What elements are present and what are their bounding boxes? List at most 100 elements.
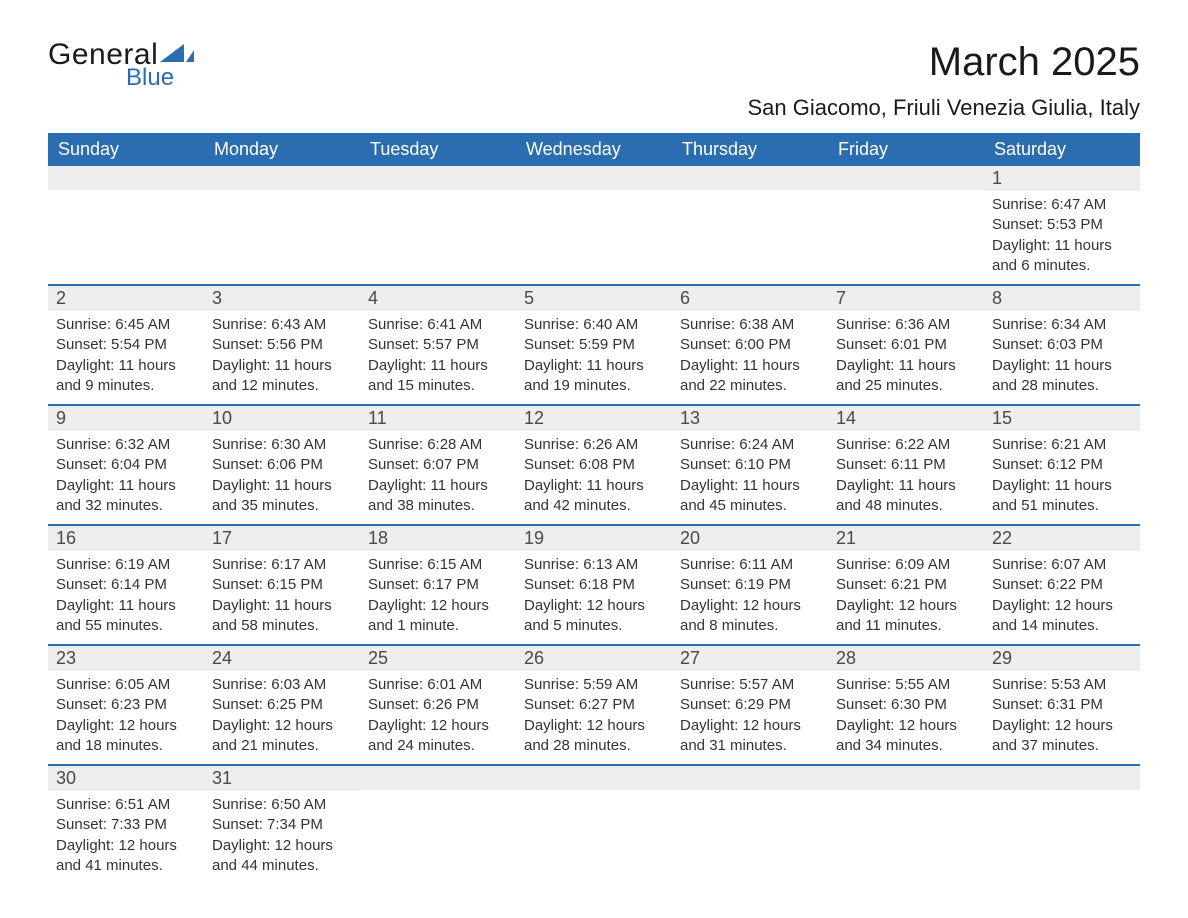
day-number: 29 — [984, 646, 1140, 671]
sunrise-line: Sunrise: 6:15 AM — [368, 555, 508, 575]
day-details: Sunrise: 6:34 AMSunset: 6:03 PMDaylight:… — [984, 311, 1140, 404]
sunrise-line: Sunrise: 5:55 AM — [836, 675, 976, 695]
dayheader-tuesday: Tuesday — [360, 133, 516, 166]
day-details: Sunrise: 6:03 AMSunset: 6:25 PMDaylight:… — [204, 671, 360, 764]
daylight-line: Daylight: 11 hours and 12 minutes. — [212, 356, 352, 397]
calendar-day-cell: 18Sunrise: 6:15 AMSunset: 6:17 PMDayligh… — [360, 525, 516, 645]
day-number: 18 — [360, 526, 516, 551]
sunset-line: Sunset: 5:57 PM — [368, 335, 508, 355]
daylight-line: Daylight: 12 hours and 8 minutes. — [680, 596, 820, 637]
calendar-day-cell: 16Sunrise: 6:19 AMSunset: 6:14 PMDayligh… — [48, 525, 204, 645]
calendar-day-cell: 11Sunrise: 6:28 AMSunset: 6:07 PMDayligh… — [360, 405, 516, 525]
daylight-line: Daylight: 11 hours and 35 minutes. — [212, 476, 352, 517]
sunset-line: Sunset: 6:21 PM — [836, 575, 976, 595]
calendar-day-cell: 7Sunrise: 6:36 AMSunset: 6:01 PMDaylight… — [828, 285, 984, 405]
day-number: 4 — [360, 286, 516, 311]
sunset-line: Sunset: 5:53 PM — [992, 215, 1132, 235]
calendar-header-row: Sunday Monday Tuesday Wednesday Thursday… — [48, 133, 1140, 166]
daylight-line: Daylight: 11 hours and 28 minutes. — [992, 356, 1132, 397]
day-details: Sunrise: 6:30 AMSunset: 6:06 PMDaylight:… — [204, 431, 360, 524]
sunrise-line: Sunrise: 6:13 AM — [524, 555, 664, 575]
day-number: 24 — [204, 646, 360, 671]
day-details: Sunrise: 6:38 AMSunset: 6:00 PMDaylight:… — [672, 311, 828, 404]
daylight-line: Daylight: 12 hours and 5 minutes. — [524, 596, 664, 637]
sunset-line: Sunset: 6:01 PM — [836, 335, 976, 355]
dayheader-sunday: Sunday — [48, 133, 204, 166]
calendar-week-row: 2Sunrise: 6:45 AMSunset: 5:54 PMDaylight… — [48, 285, 1140, 405]
day-details — [48, 190, 204, 270]
day-number — [672, 166, 828, 190]
day-number: 8 — [984, 286, 1140, 311]
calendar-week-row: 9Sunrise: 6:32 AMSunset: 6:04 PMDaylight… — [48, 405, 1140, 525]
day-details — [672, 790, 828, 870]
month-title: March 2025 — [747, 40, 1140, 85]
calendar-day-cell: 13Sunrise: 6:24 AMSunset: 6:10 PMDayligh… — [672, 405, 828, 525]
day-number: 17 — [204, 526, 360, 551]
daylight-line: Daylight: 11 hours and 9 minutes. — [56, 356, 196, 397]
day-number: 22 — [984, 526, 1140, 551]
day-details: Sunrise: 6:45 AMSunset: 5:54 PMDaylight:… — [48, 311, 204, 404]
day-details — [984, 790, 1140, 870]
sunset-line: Sunset: 6:31 PM — [992, 695, 1132, 715]
day-number — [984, 766, 1140, 790]
day-details — [828, 190, 984, 270]
calendar-day-cell — [984, 765, 1140, 884]
day-number: 12 — [516, 406, 672, 431]
calendar-day-cell: 20Sunrise: 6:11 AMSunset: 6:19 PMDayligh… — [672, 525, 828, 645]
daylight-line: Daylight: 11 hours and 42 minutes. — [524, 476, 664, 517]
day-details: Sunrise: 5:59 AMSunset: 6:27 PMDaylight:… — [516, 671, 672, 764]
sunset-line: Sunset: 6:30 PM — [836, 695, 976, 715]
sunset-line: Sunset: 6:07 PM — [368, 455, 508, 475]
calendar-week-row: 16Sunrise: 6:19 AMSunset: 6:14 PMDayligh… — [48, 525, 1140, 645]
daylight-line: Daylight: 11 hours and 19 minutes. — [524, 356, 664, 397]
sunset-line: Sunset: 6:12 PM — [992, 455, 1132, 475]
day-number: 19 — [516, 526, 672, 551]
daylight-line: Daylight: 12 hours and 21 minutes. — [212, 716, 352, 757]
day-number: 3 — [204, 286, 360, 311]
day-number: 5 — [516, 286, 672, 311]
sunrise-line: Sunrise: 5:57 AM — [680, 675, 820, 695]
day-details: Sunrise: 6:51 AMSunset: 7:33 PMDaylight:… — [48, 791, 204, 884]
day-number: 30 — [48, 766, 204, 791]
daylight-line: Daylight: 12 hours and 41 minutes. — [56, 836, 196, 877]
day-details: Sunrise: 5:55 AMSunset: 6:30 PMDaylight:… — [828, 671, 984, 764]
location-subtitle: San Giacomo, Friuli Venezia Giulia, Ital… — [747, 95, 1140, 121]
day-details: Sunrise: 5:53 AMSunset: 6:31 PMDaylight:… — [984, 671, 1140, 764]
calendar-week-row: 23Sunrise: 6:05 AMSunset: 6:23 PMDayligh… — [48, 645, 1140, 765]
daylight-line: Daylight: 12 hours and 24 minutes. — [368, 716, 508, 757]
day-number: 15 — [984, 406, 1140, 431]
sunrise-line: Sunrise: 6:30 AM — [212, 435, 352, 455]
day-details: Sunrise: 6:11 AMSunset: 6:19 PMDaylight:… — [672, 551, 828, 644]
sunrise-line: Sunrise: 6:21 AM — [992, 435, 1132, 455]
calendar-day-cell: 3Sunrise: 6:43 AMSunset: 5:56 PMDaylight… — [204, 285, 360, 405]
day-number — [48, 166, 204, 190]
daylight-line: Daylight: 11 hours and 38 minutes. — [368, 476, 508, 517]
calendar-body: 1Sunrise: 6:47 AMSunset: 5:53 PMDaylight… — [48, 166, 1140, 884]
day-details: Sunrise: 6:36 AMSunset: 6:01 PMDaylight:… — [828, 311, 984, 404]
day-number: 27 — [672, 646, 828, 671]
title-block: March 2025 San Giacomo, Friuli Venezia G… — [747, 40, 1140, 125]
day-number: 14 — [828, 406, 984, 431]
day-number: 28 — [828, 646, 984, 671]
day-details: Sunrise: 6:15 AMSunset: 6:17 PMDaylight:… — [360, 551, 516, 644]
sunrise-line: Sunrise: 6:51 AM — [56, 795, 196, 815]
day-details: Sunrise: 5:57 AMSunset: 6:29 PMDaylight:… — [672, 671, 828, 764]
sunrise-line: Sunrise: 6:07 AM — [992, 555, 1132, 575]
sunrise-line: Sunrise: 6:50 AM — [212, 795, 352, 815]
sunrise-line: Sunrise: 6:11 AM — [680, 555, 820, 575]
sunrise-line: Sunrise: 6:09 AM — [836, 555, 976, 575]
calendar-day-cell: 21Sunrise: 6:09 AMSunset: 6:21 PMDayligh… — [828, 525, 984, 645]
calendar-day-cell: 2Sunrise: 6:45 AMSunset: 5:54 PMDaylight… — [48, 285, 204, 405]
day-details: Sunrise: 6:24 AMSunset: 6:10 PMDaylight:… — [672, 431, 828, 524]
sunset-line: Sunset: 6:22 PM — [992, 575, 1132, 595]
daylight-line: Daylight: 11 hours and 51 minutes. — [992, 476, 1132, 517]
day-details: Sunrise: 6:22 AMSunset: 6:11 PMDaylight:… — [828, 431, 984, 524]
calendar-day-cell: 25Sunrise: 6:01 AMSunset: 6:26 PMDayligh… — [360, 645, 516, 765]
calendar-day-cell — [672, 765, 828, 884]
day-number — [516, 766, 672, 790]
sunrise-line: Sunrise: 6:22 AM — [836, 435, 976, 455]
calendar-day-cell — [48, 166, 204, 285]
calendar-day-cell: 17Sunrise: 6:17 AMSunset: 6:15 PMDayligh… — [204, 525, 360, 645]
sunrise-line: Sunrise: 5:53 AM — [992, 675, 1132, 695]
sunrise-line: Sunrise: 6:41 AM — [368, 315, 508, 335]
